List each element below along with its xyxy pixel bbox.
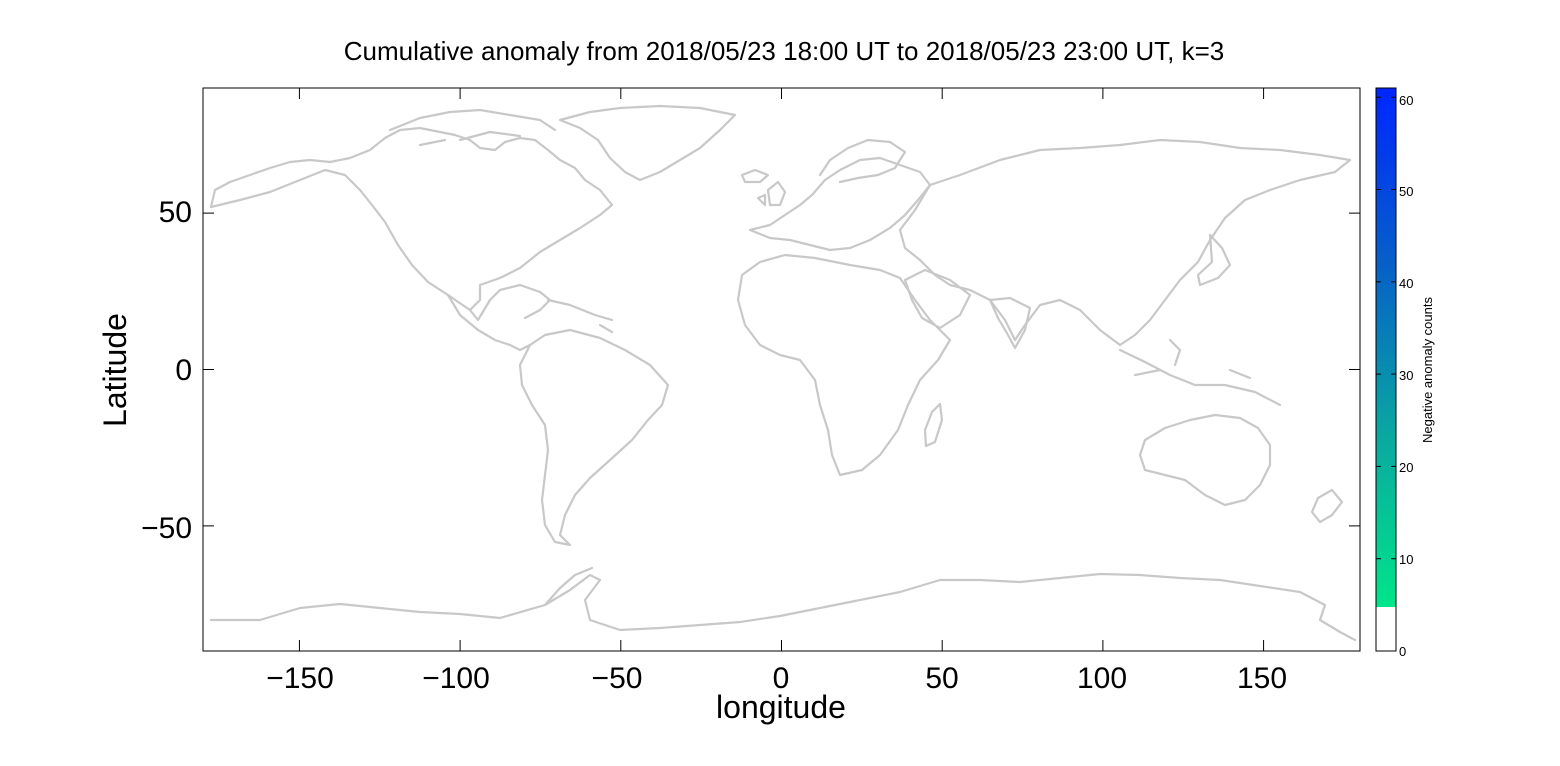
japan (1196, 233, 1232, 287)
world-map (209, 104, 1357, 642)
north-america-coastline (209, 126, 614, 312)
australia-coastline (1138, 413, 1272, 507)
south-america-coastline (518, 328, 670, 547)
colorbar-label: Negative anomaly counts (1420, 297, 1435, 443)
colorbar-frame (1375, 87, 1397, 652)
new-zealand (1310, 488, 1344, 524)
y-tick-label: −50 (141, 512, 192, 545)
colorbar: 60 50 40 30 20 10 0 Negative anomaly cou… (1375, 87, 1435, 659)
greenland-coastline (558, 104, 737, 182)
arctic-archipelago (388, 108, 557, 147)
tick-marks (203, 88, 1360, 651)
x-tick-label: 0 (773, 662, 790, 695)
y-tick-label: 50 (159, 196, 192, 229)
x-tick-label: −50 (592, 662, 643, 695)
arabia-coastline (903, 268, 972, 330)
iceland (740, 168, 770, 184)
colorbar-tick-label: 20 (1399, 460, 1413, 475)
colorbar-tick-label: 0 (1399, 644, 1406, 659)
x-tick-label: −100 (422, 662, 490, 695)
x-tick-label: 100 (1077, 662, 1127, 695)
map-axes-frame (202, 87, 1361, 652)
colorbar-low-segment (1376, 607, 1396, 651)
southeast-asia-islands (1118, 338, 1282, 407)
antarctica-coastline (209, 572, 1357, 642)
x-tick-label: 150 (1237, 662, 1287, 695)
colorbar-tick-label: 50 (1399, 184, 1413, 199)
colorbar-gradient (1376, 88, 1396, 607)
madagascar (923, 402, 944, 448)
india-coastline (988, 296, 1032, 350)
chart-title: Cumulative anomaly from 2018/05/23 18:00… (344, 36, 1224, 66)
africa-coastline (736, 253, 952, 477)
colorbar-tick-label: 40 (1399, 276, 1413, 291)
y-axis-label: Latitude (97, 313, 133, 427)
colorbar-tick-label: 30 (1399, 368, 1413, 383)
x-axis-label: longitude (716, 689, 846, 725)
colorbar-tick-label: 10 (1399, 552, 1413, 567)
central-america-coastline (446, 293, 532, 352)
gulf-of-mexico-coastline (468, 283, 552, 322)
y-tick-labels: 50 0 −50 (141, 196, 192, 545)
colorbar-tick-label: 60 (1399, 93, 1413, 108)
scandinavia-coastline (818, 138, 907, 184)
europe-coastline (748, 156, 932, 252)
asia-coastline (898, 138, 1352, 347)
caribbean-islands (546, 298, 614, 334)
colorbar-tick-marks (1376, 96, 1396, 652)
antarctic-peninsula (543, 566, 594, 607)
british-isles (756, 180, 787, 207)
x-tick-labels: −150 −100 −50 0 50 100 150 (266, 662, 1287, 695)
y-tick-label: 0 (175, 354, 192, 387)
x-tick-label: −150 (266, 662, 334, 695)
x-tick-label: 50 (925, 662, 958, 695)
